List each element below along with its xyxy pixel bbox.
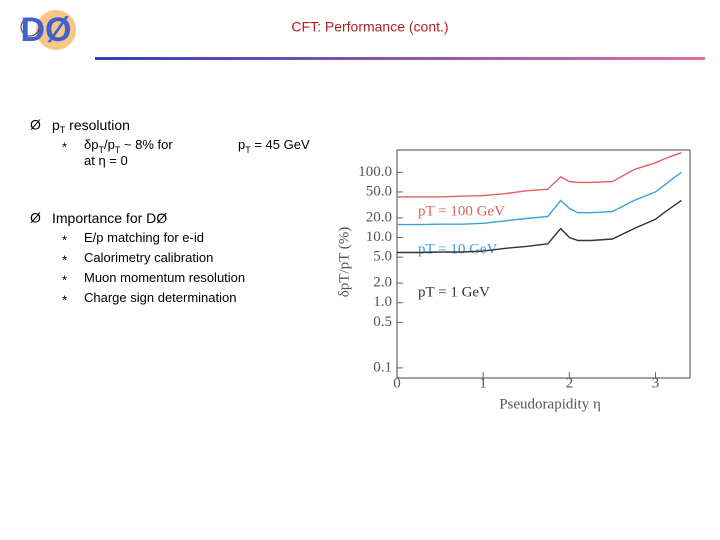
sub-bullet-marker: * <box>62 292 67 307</box>
logo-text: DØ <box>21 11 72 49</box>
y-tick-label: 20.0 <box>366 209 392 225</box>
series-label: pT = 100 GeV <box>418 203 505 219</box>
slide-title: CFT: Performance (cont.) <box>291 19 448 35</box>
sub-bullet-text: δpT/pT ~ 8% for <box>84 137 173 155</box>
text-run: ~ 8% for <box>120 137 173 152</box>
sub-bullet-text: Calorimetry calibration <box>84 250 213 265</box>
text-run: = 45 GeV <box>251 137 310 152</box>
y-tick-label: 50.0 <box>366 183 392 199</box>
sub-bullet-marker: * <box>62 252 67 267</box>
x-tick-label: 1 <box>479 375 487 391</box>
y-tick-label: 10.0 <box>366 229 392 245</box>
text-run: T <box>98 145 104 155</box>
y-tick-label: 5.0 <box>373 249 392 265</box>
bullet-marker: Ø <box>30 210 41 226</box>
text-run: T <box>115 145 121 155</box>
title-rule <box>95 57 705 60</box>
x-tick-label: 3 <box>652 375 660 391</box>
text-run: Muon momentum resolution <box>84 270 245 285</box>
x-tick-label: 0 <box>393 375 401 391</box>
text-run: resolution <box>65 117 130 133</box>
text-run: Charge sign determination <box>84 290 236 305</box>
y-tick-label: 0.1 <box>373 359 392 375</box>
y-axis-label: δpT/pT (%) <box>336 227 352 298</box>
series-line <box>397 152 682 198</box>
y-tick-label: 0.5 <box>373 314 392 330</box>
text-run: /p <box>104 137 115 152</box>
text-run: δp <box>84 137 98 152</box>
bullet-text: Importance for DØ <box>52 210 167 226</box>
series-line <box>397 171 682 226</box>
sub-bullet-aside: pT = 45 GeV <box>238 137 310 155</box>
sub-bullet-marker: * <box>62 232 67 247</box>
y-tick-label: 100.0 <box>358 164 392 180</box>
sub-bullet-text: Muon momentum resolution <box>84 270 245 285</box>
y-tick-label: 1.0 <box>373 294 392 310</box>
text-run: T <box>245 145 251 155</box>
series-label: pT = 1 GeV <box>418 284 490 300</box>
bullet-text: pT resolution <box>52 117 130 136</box>
sub-bullet-text: E/p matching for e-id <box>84 230 204 245</box>
text-run: Importance for DØ <box>52 210 167 226</box>
text-run: at η = 0 <box>84 153 128 168</box>
logo: DØ <box>20 10 76 50</box>
series-line <box>397 199 682 254</box>
series-label: pT = 10 GeV <box>418 241 498 257</box>
text-run: E/p matching for e-id <box>84 230 204 245</box>
sub-bullet-marker: * <box>62 139 67 154</box>
text-run: T <box>60 125 66 135</box>
text-run: p <box>52 117 60 133</box>
x-axis-label: Pseudorapidity η <box>499 396 601 412</box>
sub-bullet-cont: at η = 0 <box>84 153 128 168</box>
text-run: Calorimetry calibration <box>84 250 213 265</box>
bullet-marker: Ø <box>30 117 41 133</box>
sub-bullet-text: Charge sign determination <box>84 290 236 305</box>
y-tick-label: 2.0 <box>373 275 392 291</box>
text-run: p <box>238 137 245 152</box>
x-tick-label: 2 <box>566 375 574 391</box>
plot-frame <box>396 149 691 379</box>
chart-box <box>370 150 700 415</box>
sub-bullet-marker: * <box>62 272 67 287</box>
